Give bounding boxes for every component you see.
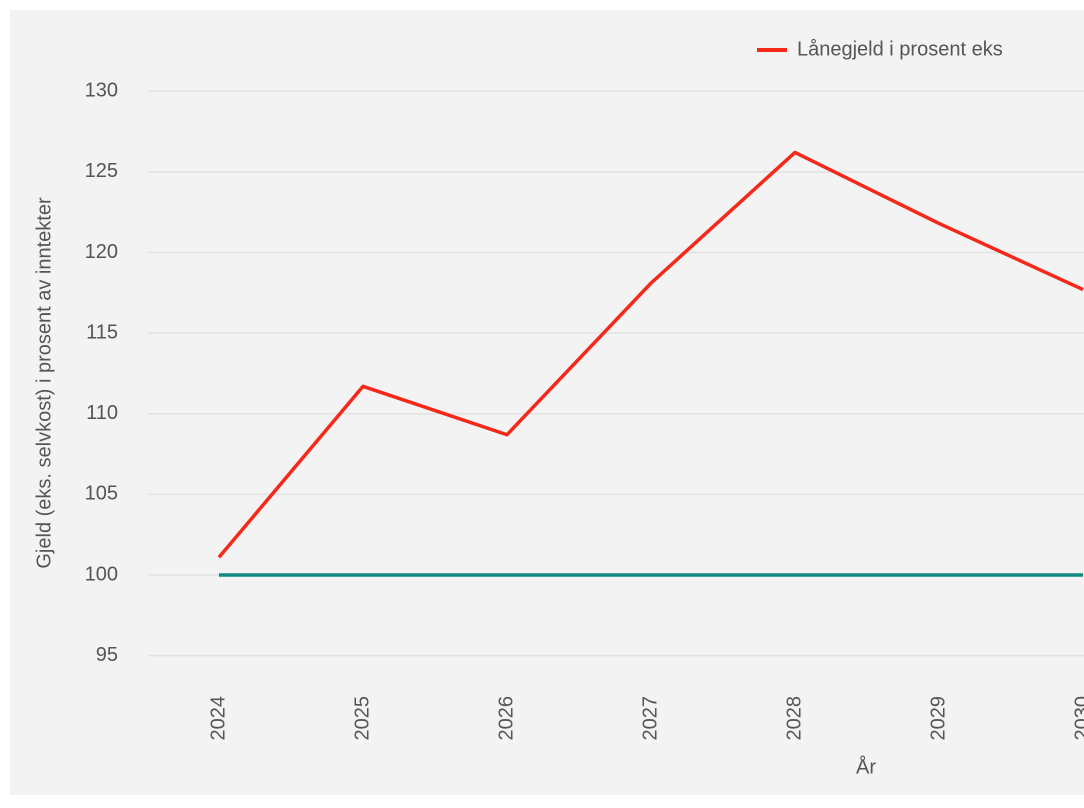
- plot-background: [10, 10, 1084, 795]
- y-tick-label: 95: [96, 644, 118, 666]
- series-line: [217, 150, 1084, 559]
- x-tick-label: 2027: [639, 696, 661, 741]
- y-axis-title: Gjeld (eks. selvkost) i prosent av innte…: [33, 197, 55, 569]
- y-tick-label: 110: [86, 402, 118, 424]
- x-tick-label: 2029: [927, 696, 949, 741]
- x-axis-title: År: [856, 755, 876, 778]
- x-tick-label: 2024: [207, 696, 229, 741]
- y-tick-label: 130: [85, 79, 118, 101]
- y-tick-label: 125: [85, 160, 118, 182]
- x-tick-label: 2030: [1071, 696, 1084, 741]
- y-tick-label: 120: [85, 241, 118, 263]
- y-tick-label: 115: [86, 321, 118, 343]
- x-tick-label: 2025: [351, 696, 373, 741]
- legend-label: Lånegjeld i prosent eks: [797, 38, 1003, 60]
- x-tick-label: 2028: [783, 696, 805, 741]
- y-tick-label: 100: [85, 563, 118, 585]
- x-tick-label: 2026: [495, 696, 517, 741]
- y-tick-label: 105: [85, 483, 118, 505]
